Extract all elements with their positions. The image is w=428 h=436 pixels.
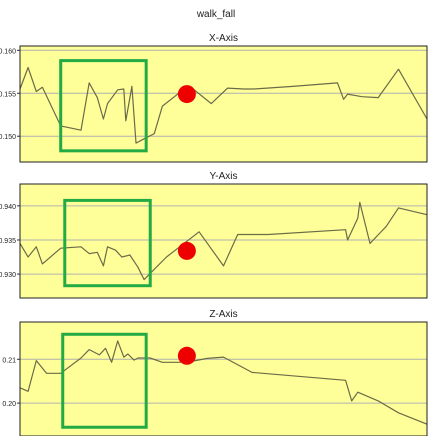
highlight-box [61, 332, 148, 429]
subplot-title: X-Axis [209, 33, 238, 44]
series-line [19, 66, 428, 144]
series-line [19, 340, 428, 425]
figure-title: walk_fall [196, 9, 235, 20]
y-tick-label: 0.150 [0, 134, 16, 141]
subplot-title: Z-Axis [209, 309, 237, 320]
plot-area [20, 46, 427, 162]
y-tick-label: 0.940 [0, 204, 16, 211]
y-tick-label: 0.935 [0, 238, 16, 245]
y-tick-label: 0.930 [0, 272, 16, 279]
y-tick-label: 0.155 [0, 91, 16, 98]
plot-frame [19, 183, 428, 299]
subplot-y-axis: Y-Axis 0.930 0.935 0.940 [0, 171, 428, 299]
plot-frame [19, 45, 428, 163]
y-tick-label: 0.20 [2, 401, 16, 408]
plot-frame [19, 321, 428, 436]
y-tick-label: 0.21 [2, 357, 16, 364]
subplot-title: Y-Axis [210, 171, 238, 182]
highlight-box [63, 198, 152, 288]
event-marker [177, 241, 196, 260]
y-tick-label: 0.160 [0, 48, 16, 55]
event-marker [177, 346, 196, 365]
subplot-z-axis: Z-Axis 0.20 0.21 [2, 309, 428, 436]
subplot-x-axis: X-Axis 0.150 0.155 0.160 [0, 33, 428, 163]
event-marker [177, 85, 196, 104]
highlight-box [59, 59, 148, 153]
series-line [19, 201, 428, 281]
plot-area [20, 322, 427, 436]
